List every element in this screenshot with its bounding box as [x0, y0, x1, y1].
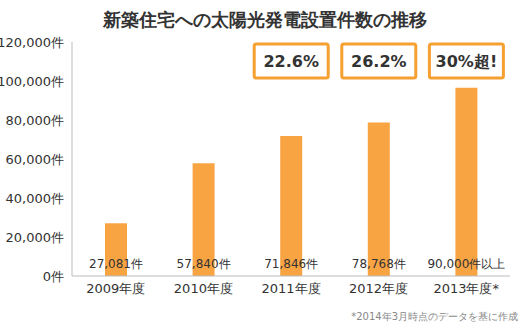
svg-text:60,000件: 60,000件 [8, 152, 64, 167]
svg-text:2010年度: 2010年度 [174, 281, 233, 296]
html-text:*2014年3月時点のデータを基に作成: *2014年3月時点のデータを基に作成 [351, 311, 518, 322]
svg-text:2012年度: 2012年度 [349, 281, 408, 296]
svg-text:27,081件: 27,081件 [89, 257, 143, 271]
svg-text:80,000件: 80,000件 [8, 113, 64, 128]
html-text:新築住宅への太陽光発電設置件数の推移: 新築住宅への太陽光発電設置件数の推移 [103, 9, 427, 30]
svg-text:2013年度*: 2013年度* [433, 281, 499, 296]
svg-text:20,000件: 20,000件 [8, 230, 64, 245]
svg-text:90,000件以上: 90,000件以上 [427, 257, 505, 271]
svg-text:2009年度: 2009年度 [86, 281, 145, 296]
svg-text:40,000件: 40,000件 [8, 191, 64, 206]
svg-text:78,768件: 78,768件 [352, 257, 406, 271]
svg-text:22.6%: 22.6% [263, 52, 319, 71]
svg-text:57,840件: 57,840件 [177, 257, 231, 271]
svg-text:0件: 0件 [43, 269, 64, 284]
svg-text:26.2%: 26.2% [351, 52, 407, 71]
svg-text:2011年度: 2011年度 [261, 281, 320, 296]
svg-text:120,000件: 120,000件 [8, 35, 64, 50]
svg-text:30%超!: 30%超! [436, 52, 498, 71]
svg-text:71,846件: 71,846件 [264, 257, 318, 271]
svg-text:100,000件: 100,000件 [8, 74, 64, 89]
